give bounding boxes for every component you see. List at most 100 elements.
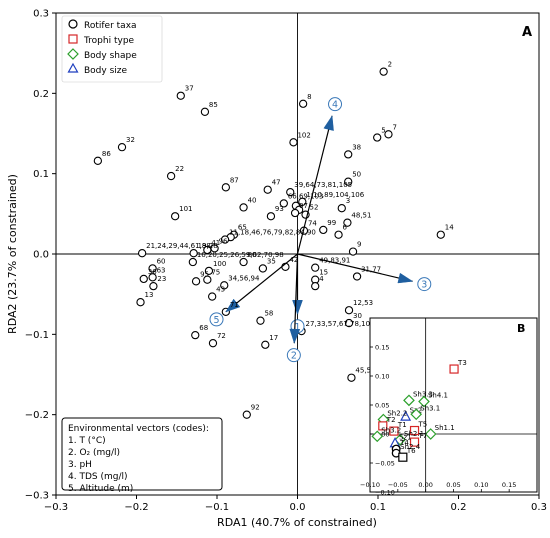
env-vector-code: 2	[291, 351, 297, 362]
taxon-label: 87	[230, 176, 239, 184]
taxon-label: 12,53	[353, 299, 373, 307]
y-tick-label: −0.3	[25, 491, 49, 502]
taxon-point	[334, 230, 343, 239]
taxon-label: 22	[175, 165, 184, 173]
taxon-point	[188, 257, 197, 267]
legend: Rotifer taxa Trophi type Body shape Body…	[61, 15, 163, 83]
legend-marker-shape	[67, 48, 79, 60]
taxon-label: 96	[219, 237, 228, 245]
taxon-label: 60	[157, 257, 166, 265]
inset-y-tick-label: 0.00	[375, 431, 389, 439]
taxon-label: 47	[272, 179, 281, 187]
taxon-point	[373, 133, 382, 142]
inset-point-trophi	[409, 425, 420, 436]
taxon-label: 9	[357, 241, 361, 249]
vector-code-2: 2. O₂ (mg/l)	[68, 448, 120, 458]
legend-label-shape: Body shape	[84, 51, 137, 61]
taxon-point	[166, 171, 176, 181]
taxon-label: 36	[148, 268, 157, 276]
taxon-point	[347, 373, 356, 382]
inset-point-label: Sh3.2	[381, 426, 401, 434]
taxon-label: 48,51	[351, 212, 371, 220]
taxon-point	[290, 208, 300, 218]
taxon-label: 32	[126, 136, 135, 144]
taxon-point	[191, 330, 200, 340]
taxon-label: 4	[319, 275, 324, 283]
x-axis-title: RDA1 (40.7% of constrained)	[217, 516, 377, 529]
taxon-label: 50	[352, 171, 361, 179]
vector-codes-title: Environmental vectors (codes):	[68, 424, 209, 434]
taxon-label: 17	[269, 334, 278, 342]
taxon-point	[344, 318, 354, 328]
taxon-label: 85	[209, 101, 218, 109]
x-tick-label: −0.1	[205, 502, 229, 513]
taxon-point	[337, 204, 346, 213]
x-tick-label: 0.2	[451, 502, 467, 513]
vector-code-1: 1. T (°C)	[68, 436, 106, 446]
taxon-label: 13	[145, 291, 154, 299]
taxon-point	[189, 249, 198, 258]
taxon-label: 27,33,57,67,78,107	[306, 320, 375, 328]
taxon-label: 86	[102, 150, 111, 158]
taxon-point	[93, 156, 103, 165]
inset-x-tick-label: 0.15	[502, 481, 516, 489]
taxon-point	[148, 264, 157, 273]
taxon-label: 80	[248, 251, 257, 259]
taxon-label: 40	[248, 196, 257, 204]
inset-point-label: Sh2.1	[404, 430, 424, 438]
taxon-label: 8	[307, 93, 311, 101]
taxon-point	[208, 292, 217, 301]
inset-point-shape	[403, 394, 415, 407]
taxon-label: 16,20,25,26,59,62,70,98	[197, 251, 284, 259]
env-vector-line	[225, 253, 298, 313]
taxon-point	[263, 185, 272, 194]
taxon-point	[220, 235, 230, 244]
taxon-label: 34,56,94	[228, 274, 260, 282]
taxon-point	[344, 177, 353, 186]
inset-point-shape	[371, 430, 384, 443]
taxon-point	[298, 197, 307, 206]
taxon-label: 5	[381, 127, 385, 135]
taxon-label: 11,18,46,76,79,82,84,90	[229, 229, 316, 237]
inset-point-trophi	[398, 452, 408, 462]
legend-frame	[61, 15, 163, 83]
taxon-point	[239, 257, 248, 267]
taxon-label: 19,28	[198, 242, 218, 250]
inset-point-trophi	[449, 364, 459, 374]
inset-point-label: T7	[418, 432, 428, 440]
env-vector-code: 3	[421, 280, 427, 291]
taxon-point	[203, 245, 212, 255]
taxon-point	[208, 339, 218, 348]
taxon-label: 95	[200, 270, 209, 278]
inset-point-size	[400, 410, 412, 421]
taxon-point	[261, 340, 270, 349]
taxon-label: 21,24,29,44,61,88	[146, 242, 211, 250]
legend-label-trophi: Trophi type	[83, 36, 135, 46]
taxon-label: 35	[267, 257, 276, 265]
taxon-point	[348, 247, 358, 256]
taxon-label: 99	[327, 219, 336, 227]
taxon-point	[170, 212, 180, 221]
taxon-point	[279, 199, 288, 208]
inset-point-trophi	[378, 421, 388, 431]
inset-point-label: T1	[397, 421, 407, 429]
taxon-point	[136, 298, 145, 307]
taxon-label: 38	[352, 143, 361, 151]
inset-x-tick-label: 0.10	[474, 481, 488, 489]
x-tick-label: 0.1	[370, 502, 386, 513]
legend-label-size: Body size	[84, 66, 127, 76]
x-tick-label: 0.0	[290, 502, 306, 513]
env-vector-arrowhead	[289, 328, 301, 344]
taxon-point	[384, 130, 393, 139]
taxon-label: 30	[353, 312, 362, 320]
env-vector-code: 4	[332, 100, 338, 111]
vector-codes-box: Environmental vectors (codes): 1. T (°C)…	[61, 417, 223, 494]
env-vector-arrowhead	[397, 272, 414, 284]
inset-point-label: Sh4.1	[428, 392, 448, 400]
taxon-label: 43	[216, 286, 225, 294]
taxon-label: 58	[264, 310, 273, 318]
vector-codes-frame	[61, 417, 223, 491]
y-axis-title: RDA2 (23.7% of constrained)	[6, 174, 19, 334]
env-vector-code-ring	[417, 277, 432, 292]
